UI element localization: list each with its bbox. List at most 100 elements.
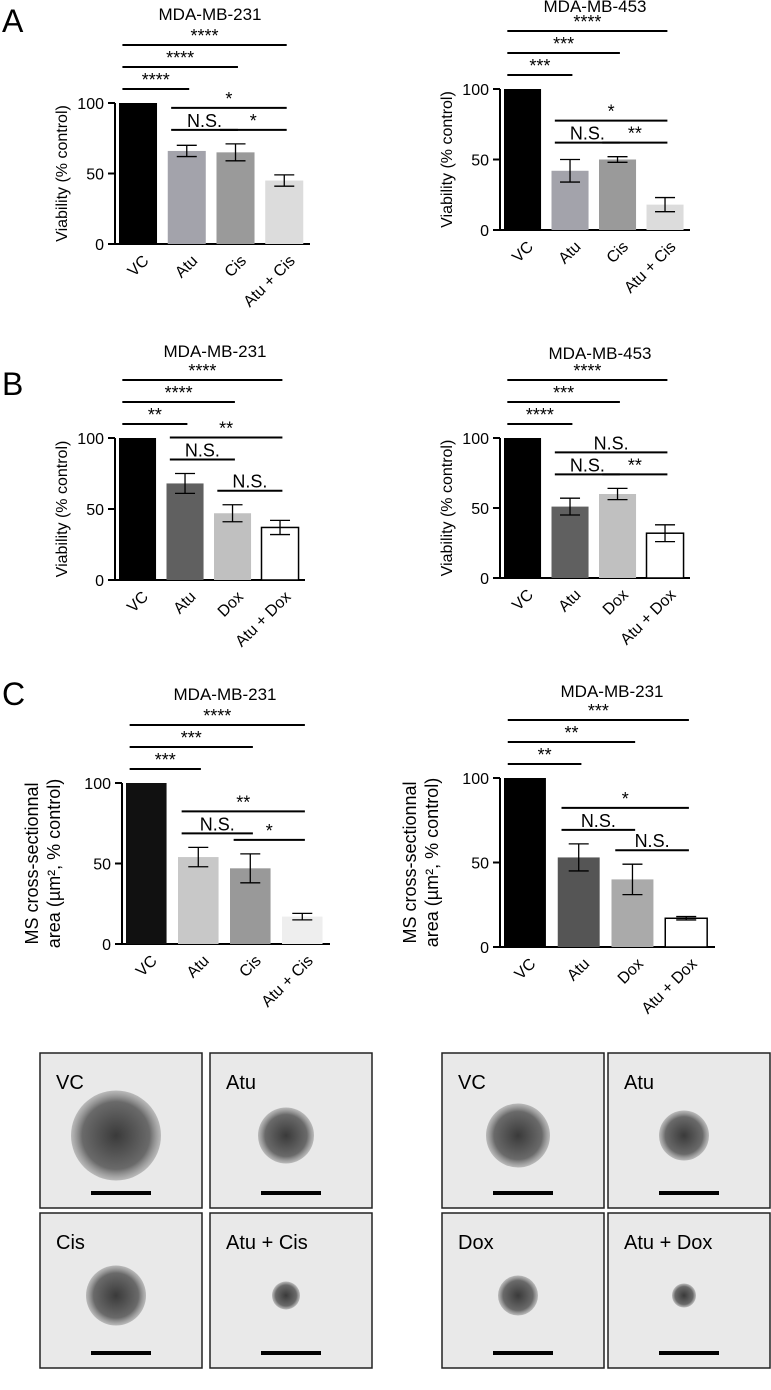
significance-label: **** [142,70,170,90]
significance-label: N.S. [570,124,605,144]
micrograph-label: Cis [56,1232,85,1254]
y-axis-label: Viability (% control) [54,105,71,242]
significance-label: N.S. [594,433,629,453]
y-tick-label: 0 [102,937,111,954]
bar [126,783,167,944]
error-bar [655,524,676,543]
y-tick-label: 100 [462,431,489,448]
error-bar [225,143,246,162]
significance-label: ** [148,405,162,425]
bar [664,917,708,948]
error-bar [274,174,295,187]
significance-label: N.S. [232,472,267,492]
spheroid [659,1110,709,1161]
bar [216,152,255,244]
x-tick-label: VC [512,955,540,983]
x-tick-label: Dox [600,586,632,618]
error-bar [175,472,196,495]
micrograph-label: Atu [624,1072,654,1094]
x-tick-label: Atu + Cis [241,252,299,310]
panel-letter: C [2,676,25,712]
y-axis-label: area (µm², % control) [44,779,64,948]
y-axis-label: Viability (% control) [54,441,71,578]
y-tick-label: 100 [462,82,489,99]
y-axis-label: area (µm², % control) [422,778,442,947]
spheroid [486,1103,550,1168]
error-bar [560,497,581,516]
spheroid [258,1107,314,1164]
significance-label: **** [573,12,601,32]
micrograph-label: VC [458,1072,486,1094]
error-bar [270,519,291,536]
significance-label: *** [553,383,574,403]
micrograph: Cis [39,1212,203,1369]
significance-label: **** [166,48,194,68]
bar [599,494,637,578]
bar [178,857,219,944]
x-tick-label: Dox [615,955,647,987]
x-tick-label: Atu [556,586,585,615]
x-tick-label: Atu [556,238,585,267]
error-bar [222,504,243,523]
bar [119,438,157,580]
x-tick-label: Atu [172,252,201,281]
bar [260,526,300,581]
bar [504,778,546,947]
significance-label: N.S. [570,455,605,475]
significance-label: ** [628,124,642,144]
x-tick-label: VC [133,952,161,980]
significance-label: *** [155,750,176,770]
chart-title: MDA-MB-231 [164,342,267,361]
y-tick-label: 50 [86,502,104,519]
error-bar [622,863,643,896]
significance-label: ** [219,419,233,439]
error-bar [655,196,676,213]
micrograph-label: Dox [458,1232,494,1254]
bar [599,159,637,230]
significance-label: ** [538,745,552,765]
y-tick-label: 0 [95,573,104,590]
error-bar [292,912,313,921]
y-tick-label: 50 [93,857,111,874]
bar [265,180,304,244]
y-tick-label: 100 [462,771,489,788]
bar [214,513,252,580]
chart-title: MDA-MB-231 [174,685,277,704]
significance-label: N.S. [581,811,616,831]
y-tick-label: 50 [471,856,489,873]
x-tick-label: Cis [222,252,250,280]
significance-label: * [266,821,273,841]
chart-title: MDA-MB-453 [549,344,652,363]
spheroid [86,1265,146,1326]
significance-label: * [622,789,629,809]
spheroid [498,1275,538,1316]
bar [167,150,206,244]
chart-title: MDA-MB-231 [159,5,262,24]
error-bar [607,487,628,501]
micrograph-frame [209,1052,373,1209]
significance-label: **** [526,405,554,425]
y-axis-label: Viability (% control) [439,91,456,228]
y-tick-label: 0 [480,940,489,957]
panel-letter: B [2,366,23,402]
y-axis-label: MS cross-sectionnal [400,781,420,943]
bar [504,438,542,578]
bar [282,916,323,944]
x-tick-label: VC [509,586,537,614]
bar [119,103,158,244]
significance-label: * [225,89,232,109]
significance-label: *** [181,728,202,748]
bar [557,857,600,947]
x-tick-label: Atu [564,955,593,984]
error-bar [607,156,628,163]
y-tick-label: 0 [480,223,489,240]
significance-label: **** [573,361,601,381]
micrograph-label: Atu + Dox [624,1232,712,1254]
error-bar [240,853,261,884]
panel-letter: A [2,3,24,39]
significance-label: **** [203,706,231,726]
significance-label: * [608,102,615,122]
significance-label: *** [529,56,550,76]
significance-label: N.S. [185,441,220,461]
